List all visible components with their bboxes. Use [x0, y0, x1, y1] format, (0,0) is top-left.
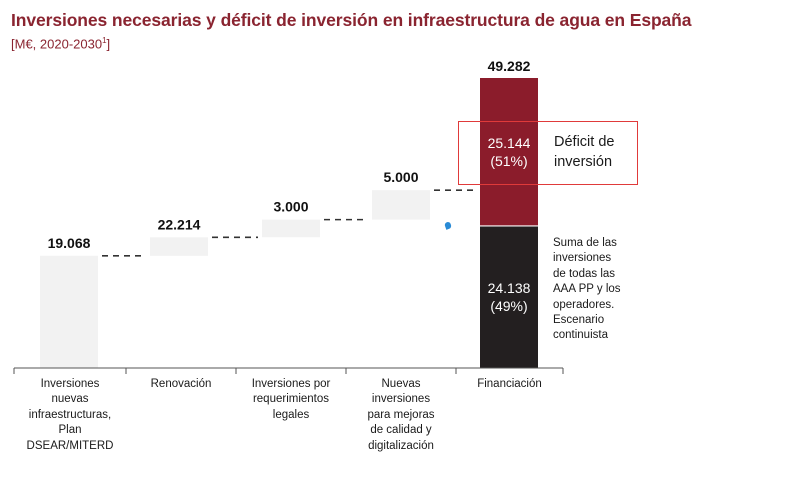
category-label: Renovación	[128, 377, 234, 392]
deficit-value-label: 25.144	[488, 135, 531, 151]
deficit-segment	[480, 78, 538, 226]
step-value-label: 3.000	[273, 199, 308, 215]
subtitle-footnote-mark: 1	[102, 36, 107, 45]
deficit-annotation: Déficit de inversión	[554, 132, 614, 172]
category-label-line: infraestructuras,	[28, 408, 112, 421]
category-label-line: Nuevas	[381, 378, 421, 390]
financed-segment	[480, 225, 538, 368]
category-label-line: requerimientos	[252, 393, 330, 406]
subtitle-text: [M€, 2020-2030	[11, 36, 103, 52]
category-label-line: Plan	[58, 424, 82, 437]
category-label-line: Inversiones	[40, 378, 100, 390]
category-label-line: nuevas	[51, 393, 89, 406]
category-label-line: Inversiones por	[251, 378, 331, 390]
deficit-highlight-box	[458, 121, 638, 185]
category-label: Inversiones por requerimientos legales	[238, 377, 344, 423]
subtitle-close: ]	[106, 36, 111, 52]
financed-annotation-line: Suma de las	[553, 237, 617, 249]
step-value-label: 5.000	[383, 169, 418, 185]
category-label: Financiación	[458, 377, 561, 392]
step-bar	[150, 237, 208, 256]
category-label-line: de calidad y	[370, 424, 432, 437]
labels-layer: 19.068 22.214 3.000 5.000 49.282 25.144 (51%) 2…	[48, 58, 531, 314]
financed-annotation-line: continuista	[553, 329, 608, 342]
step-bar	[262, 219, 320, 238]
category-label-line: legales	[272, 408, 310, 421]
bars-layer	[40, 78, 538, 368]
deficit-annotation-line: inversión	[554, 154, 613, 170]
financed-annotation-line: inversiones	[553, 252, 612, 265]
category-label: Nuevas inversiones para mejoras de calidad …	[348, 377, 454, 454]
category-label-line: Financiación	[477, 378, 542, 390]
deficit-annotation-line: Déficit de	[554, 134, 615, 150]
financed-annotation: Suma de las inversiones de todas las AAA…	[553, 236, 663, 344]
step-bar	[40, 255, 98, 368]
step-value-label: 22.214	[158, 216, 201, 232]
financed-value-label: 24.138	[488, 280, 531, 296]
deficit-percent-label: (51%)	[490, 153, 527, 169]
financed-percent-label: (49%)	[490, 298, 527, 314]
step-value-label: 19.068	[48, 235, 91, 251]
total-value-label: 49.282	[488, 58, 531, 74]
category-label-line: Renovación	[150, 378, 212, 390]
category-label-line: inversiones	[371, 393, 431, 406]
x-axis-ticks	[13, 368, 564, 374]
chart-subtitle: [M€, 2020-20301]	[11, 36, 110, 51]
category-label-line: para mejoras	[367, 408, 435, 421]
financed-annotation-line: AAA PP y los	[553, 283, 621, 296]
connectors-layer	[102, 189, 476, 257]
step-bar	[372, 190, 430, 220]
category-label-line: digitalización	[368, 439, 434, 452]
category-label: Inversiones nuevas infraestructuras, Plan DS…	[16, 377, 124, 454]
chart-title: Inversiones necesarias y déficit de inve…	[11, 10, 692, 30]
financed-annotation-line: operadores.	[553, 298, 615, 311]
category-label-line: DSEAR/MITERD	[26, 439, 114, 452]
financed-annotation-line: Escenario	[553, 314, 605, 327]
financed-annotation-line: de todas las	[553, 267, 616, 280]
